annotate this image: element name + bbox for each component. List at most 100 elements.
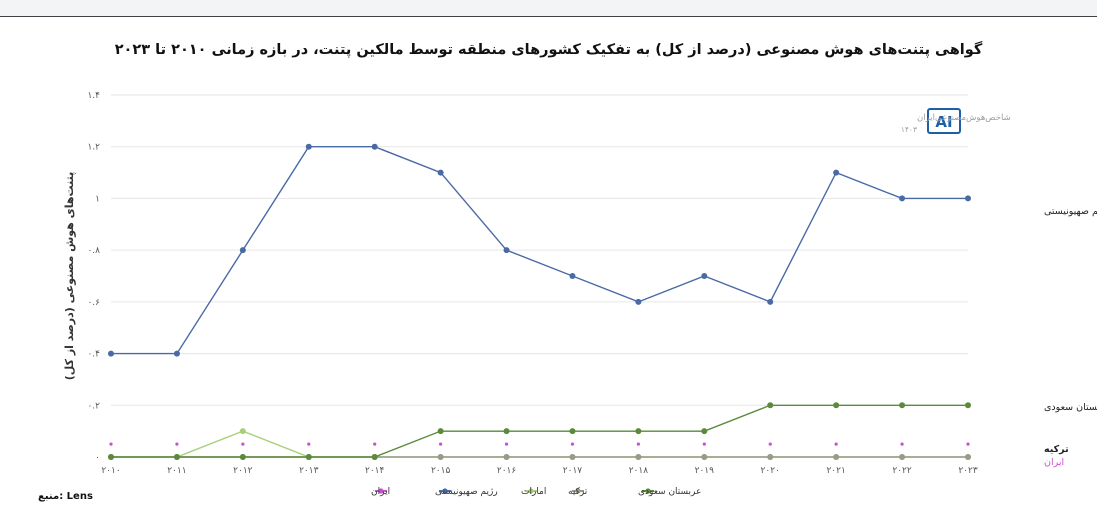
- data-point: [899, 454, 906, 460]
- data-point: [834, 442, 838, 446]
- y-tick-label: ۱: [95, 194, 100, 204]
- legend-label: ترکیه: [568, 487, 588, 497]
- data-point: [437, 169, 444, 176]
- y-tick-label: ۰.۴: [87, 350, 100, 360]
- x-tick-label: ۲۰۱۴: [365, 466, 385, 476]
- data-point: [900, 442, 904, 446]
- watermark-logo-text: AI: [935, 113, 952, 131]
- legend-marker: [378, 488, 384, 494]
- data-point: [504, 442, 509, 446]
- data-point: [767, 298, 774, 305]
- data-point: [373, 442, 377, 446]
- legend-label: رژیم صهیونیستی: [435, 487, 498, 497]
- data-point: [371, 454, 378, 460]
- data-point: [636, 442, 640, 446]
- source-label: منبع: Lens: [38, 491, 93, 502]
- data-point: [503, 247, 510, 254]
- data-point: [503, 428, 510, 435]
- x-tick-label: ۲۰۱۲: [233, 466, 253, 476]
- x-tick-label: ۲۰۱۰: [101, 466, 120, 476]
- data-point: [833, 402, 840, 409]
- series: [108, 428, 971, 460]
- watermark: AI شاخص‌هوش‌مصنوعی‌ایران ۱۴۰۳: [901, 108, 1011, 134]
- y-tick-label: ۰.۶: [87, 298, 100, 308]
- series-end-label: ترکیه: [1044, 444, 1069, 455]
- x-tick-label: ۲۰۱۱: [167, 466, 186, 476]
- series: [108, 143, 971, 357]
- x-tick-label: ۲۰۱۶: [497, 466, 517, 476]
- data-point: [833, 169, 840, 176]
- legend-item[interactable]: عربستان سعودی: [638, 487, 701, 497]
- x-tick-label: ۲۰۲۰: [761, 466, 780, 476]
- y-axis-label: پتنت‌های هوش مصنوعی (درصد از کل): [63, 172, 76, 380]
- data-point: [305, 454, 312, 460]
- legend-marker: [442, 488, 448, 494]
- data-point: [437, 454, 444, 460]
- data-point: [173, 454, 180, 460]
- series: [109, 442, 970, 446]
- x-tick-label: ۲۰۱۳: [299, 466, 319, 476]
- legend-label: عربستان سعودی: [638, 487, 701, 497]
- data-point: [569, 428, 576, 435]
- data-point: [701, 428, 708, 435]
- data-point: [635, 454, 642, 460]
- data-point: [702, 442, 706, 446]
- legend-marker: [575, 488, 581, 494]
- data-point: [965, 195, 971, 202]
- data-point: [109, 442, 113, 446]
- y-tick-labels: ۰ ۰.۲ ۰.۴ ۰.۶ ۰.۸ ۱ ۱.۲ ۱.۴: [87, 91, 100, 463]
- data-point: [899, 195, 906, 202]
- legend-item[interactable]: ترکیه: [568, 487, 588, 497]
- data-point: [175, 442, 179, 446]
- data-point: [239, 428, 246, 435]
- x-tick-labels: ۲۰۱۰ ۲۰۱۱ ۲۰۱۲ ۲۰۱۳ ۲۰۱۴ ۲۰۱۵ ۲۰۱۶ ۲۰۱۷ ۲۰۱۸ ۲۰۱۹…: [101, 466, 978, 476]
- legend-item[interactable]: ایران: [371, 487, 390, 497]
- x-tick-label: ۲۰۱۷: [563, 466, 583, 476]
- data-point: [173, 350, 180, 357]
- legend-label: ایران: [371, 487, 390, 497]
- data-point: [768, 442, 772, 446]
- x-tick-label: ۲۰۲۳: [958, 466, 978, 476]
- data-point: [635, 298, 642, 305]
- data-point: [108, 454, 114, 460]
- legend-marker: [528, 488, 534, 494]
- data-point: [966, 442, 970, 446]
- y-tick-label: ۱.۴: [87, 91, 100, 101]
- x-tick-label: ۲۰۱۵: [431, 466, 451, 476]
- data-point: [239, 247, 246, 254]
- watermark-name: شاخص‌هوش‌مصنوعی‌ایران: [917, 113, 1011, 123]
- data-point: [437, 428, 444, 435]
- data-point: [241, 442, 245, 446]
- data-point: [767, 454, 774, 460]
- data-point: [307, 442, 311, 446]
- series-end-label: عربستان سعودی: [1044, 402, 1097, 413]
- y-tick-label: ۰.۸: [87, 246, 100, 256]
- data-point: [108, 350, 114, 357]
- y-tick-label: ۰.۲: [87, 401, 100, 411]
- legend-item[interactable]: رژیم صهیونیستی: [435, 487, 498, 497]
- x-tick-label: ۲۰۲۱: [826, 466, 845, 476]
- end-labels: رژیم صهیونیستی عربستان سعودی ترکیه ایران: [1044, 206, 1097, 468]
- grid-lines: [111, 94, 968, 458]
- series: [108, 402, 971, 460]
- series-end-label: ایران: [1044, 457, 1064, 468]
- y-tick-label: ۱.۲: [87, 143, 100, 153]
- data-point: [503, 454, 510, 460]
- legend: ایران رژیم صهیونیستی امارات ترکیه عربستان سع…: [371, 487, 701, 497]
- data-point: [767, 402, 774, 409]
- series-line: [111, 430, 968, 458]
- data-point: [439, 442, 443, 446]
- watermark-year: ۱۴۰۳: [901, 125, 917, 134]
- legend-label: امارات: [521, 487, 546, 497]
- watermark-logo-icon: [927, 108, 961, 134]
- legend-item[interactable]: امارات: [521, 487, 546, 497]
- series-end-label: رژیم صهیونیستی: [1044, 206, 1097, 217]
- data-point: [569, 273, 576, 279]
- y-tick-label: ۰: [95, 453, 100, 463]
- data-point: [701, 273, 708, 279]
- x-tick-label: ۲۰۱۹: [695, 466, 715, 476]
- series-group: [108, 143, 971, 460]
- x-tick-label: ۲۰۱۸: [629, 466, 649, 476]
- series-line: [111, 404, 968, 458]
